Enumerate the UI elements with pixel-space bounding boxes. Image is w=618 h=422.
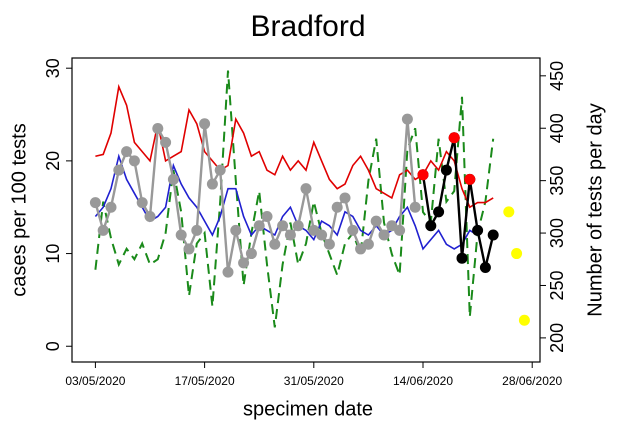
data-point	[292, 220, 304, 232]
x-tick-label: 31/05/2020	[284, 374, 344, 388]
data-point	[456, 252, 468, 264]
data-point	[277, 220, 289, 232]
data-point	[144, 210, 156, 222]
data-point	[448, 132, 460, 144]
data-point	[206, 178, 218, 190]
y-tick-label: 0	[43, 341, 63, 351]
data-point	[503, 206, 515, 218]
y2-axis-title: Number of tests per day	[584, 103, 606, 316]
data-point	[331, 201, 343, 213]
data-point	[479, 261, 491, 273]
data-point	[238, 257, 250, 269]
data-point	[425, 220, 437, 232]
data-point	[230, 224, 242, 236]
data-point	[167, 173, 179, 185]
y2-tick-label: 450	[547, 61, 567, 91]
data-point	[121, 146, 133, 158]
data-point	[464, 173, 476, 185]
data-point	[136, 197, 148, 209]
data-point	[183, 243, 195, 255]
x-tick-label: 03/05/2020	[65, 374, 125, 388]
data-point	[160, 136, 172, 148]
data-point	[518, 314, 530, 326]
x-tick-label: 17/05/2020	[175, 374, 235, 388]
chart-title: Bradford	[250, 10, 365, 43]
data-point	[409, 201, 421, 213]
series-line	[94, 153, 479, 251]
x-tick-label: 14/06/2020	[393, 374, 453, 388]
data-point	[339, 192, 351, 204]
data-point	[440, 164, 452, 176]
data-point	[191, 224, 203, 236]
y2-tick-label: 400	[547, 113, 567, 143]
y2-tick-label: 250	[547, 270, 567, 300]
y-tick-label: 30	[43, 58, 63, 78]
data-point	[323, 238, 335, 250]
data-point	[89, 197, 101, 209]
data-point	[253, 220, 265, 232]
data-point	[97, 224, 109, 236]
y2-tick-label: 200	[547, 323, 567, 353]
x-axis-title: specimen date	[243, 398, 373, 420]
data-point	[417, 169, 429, 181]
data-point	[433, 206, 445, 218]
data-point	[347, 224, 359, 236]
data-point	[222, 266, 234, 278]
data-point	[261, 210, 273, 222]
series-line	[421, 137, 495, 268]
data-point	[284, 229, 296, 241]
data-point	[300, 183, 312, 195]
data-point	[214, 164, 226, 176]
data-point	[152, 122, 164, 134]
y2-tick-label: 300	[547, 218, 567, 248]
data-point	[362, 238, 374, 250]
data-point	[113, 164, 125, 176]
data-point	[401, 113, 413, 125]
data-point	[316, 229, 328, 241]
data-point	[245, 248, 257, 260]
y-axis-title: cases per 100 tests	[8, 123, 30, 296]
plot-frame	[71, 57, 541, 363]
data-point	[370, 215, 382, 227]
y2-tick-label: 350	[547, 166, 567, 196]
data-point	[378, 229, 390, 241]
x-tick-label: 28/06/2020	[502, 374, 562, 388]
data-point	[175, 229, 187, 241]
y-tick-label: 10	[43, 244, 63, 264]
data-point	[394, 224, 406, 236]
data-point	[128, 155, 140, 167]
data-point	[511, 248, 523, 260]
data-point	[105, 201, 117, 213]
data-point	[269, 238, 281, 250]
series-line	[94, 70, 495, 328]
y-tick-label: 20	[43, 151, 63, 171]
data-point	[472, 224, 484, 236]
data-point	[487, 229, 499, 241]
data-point	[199, 118, 211, 130]
